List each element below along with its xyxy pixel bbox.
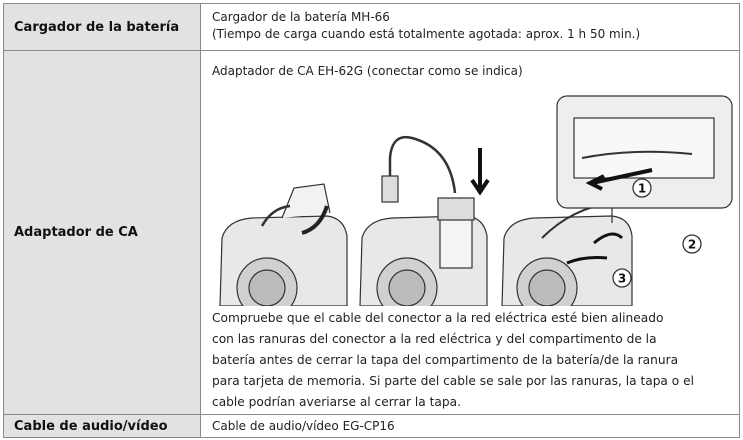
callout-number: 2 (688, 238, 696, 252)
cell-text: Adaptador de CA EH-62G (conectar como se… (212, 64, 523, 78)
callout (632, 178, 652, 198)
cell-text: Cable de audio/vídeo EG-CP16 (212, 419, 395, 433)
row-label: Cable de audio/vídeo (3, 414, 201, 438)
camera (219, 183, 348, 306)
callout-number: 3 (618, 272, 626, 286)
note-line: para tarjeta de memoria. Si parte del ca… (212, 374, 694, 388)
row-label: Cargador de la batería (3, 3, 201, 51)
illustration: 1 2 3 (219, 95, 733, 306)
cell-text: Cargador de la batería MH-66 (212, 10, 390, 24)
camera (501, 95, 733, 306)
row-cell (200, 414, 740, 438)
camera (359, 135, 490, 306)
note-line: cable podrían averiarse al cerrar la tap… (212, 395, 461, 409)
callout (612, 268, 632, 288)
row-label: Adaptador de CA (3, 50, 201, 415)
note-line: Compruebe que el cable del conector a la… (212, 311, 664, 325)
note-line: batería antes de cerrar la tapa del comp… (212, 353, 679, 367)
callout (682, 234, 702, 254)
note-line: con las ranuras del conector a la red el… (212, 332, 657, 346)
cell-text: (Tiempo de carga cuando está totalmente … (212, 27, 641, 41)
callout-number: 1 (638, 182, 646, 196)
